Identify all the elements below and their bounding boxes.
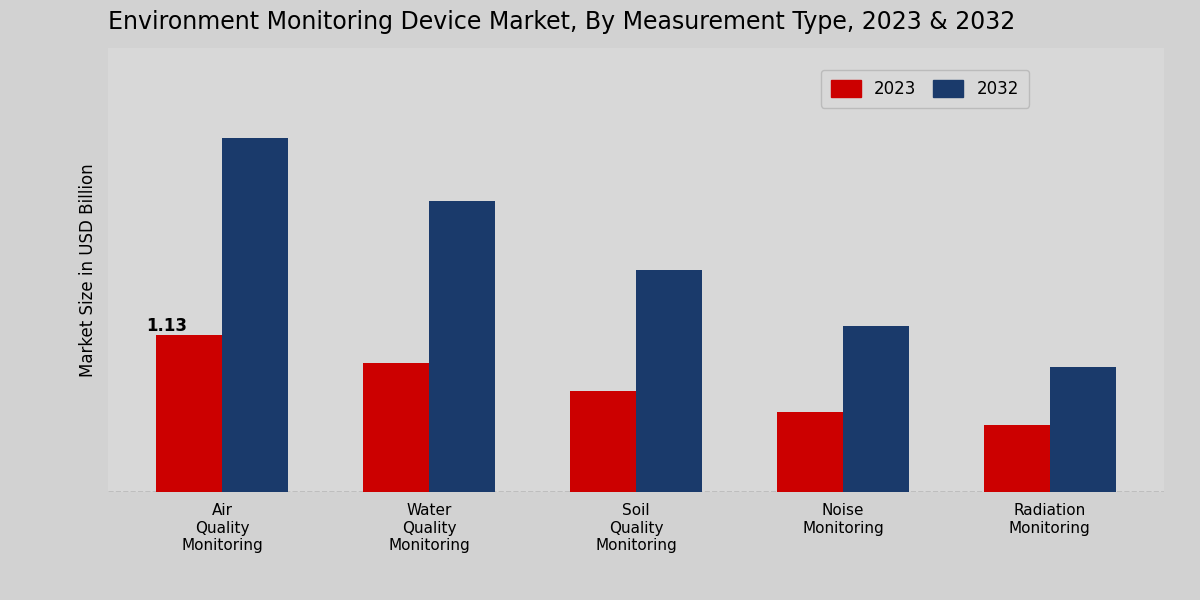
Text: Environment Monitoring Device Market, By Measurement Type, 2023 & 2032: Environment Monitoring Device Market, By…	[108, 10, 1015, 34]
Bar	[362, 363, 430, 492]
Bar	[636, 270, 702, 492]
Bar	[842, 325, 910, 492]
Bar	[222, 138, 288, 492]
Legend: 2023, 2032: 2023, 2032	[821, 70, 1028, 108]
Y-axis label: Market Size in USD Billion: Market Size in USD Billion	[79, 163, 97, 377]
Bar	[984, 425, 1050, 492]
Text: 1.13: 1.13	[146, 317, 187, 335]
Bar	[776, 412, 842, 492]
Bar	[430, 200, 496, 492]
Bar	[1050, 367, 1116, 492]
Bar	[156, 335, 222, 492]
Bar	[570, 391, 636, 492]
